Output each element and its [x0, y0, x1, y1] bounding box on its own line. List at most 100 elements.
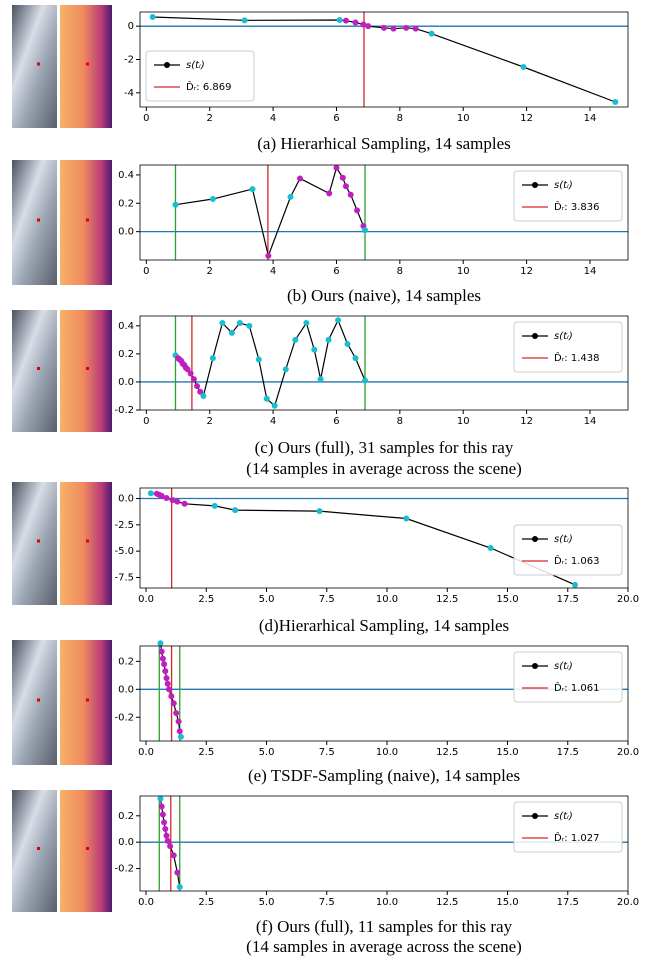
sample-point — [403, 24, 410, 31]
x-tick-label: 6 — [333, 266, 339, 277]
caption: (d)Hierarhical Sampling, 14 samples — [259, 616, 509, 635]
depth-thumbnail — [60, 640, 112, 765]
plot-area — [140, 488, 628, 588]
sample-point — [197, 388, 204, 395]
sample-point — [159, 655, 166, 662]
axes-frame — [139, 11, 629, 108]
sample-point — [232, 507, 239, 514]
x-tick-label: 5.0 — [259, 747, 275, 758]
legend-label: D̂ᵣ: 1.027 — [554, 831, 599, 844]
legend-swatch — [532, 663, 538, 669]
pixel-marker — [86, 847, 89, 850]
sample-point — [190, 376, 197, 383]
x-tick-label: 10 — [457, 113, 470, 124]
sample-point — [390, 25, 397, 32]
sample-point — [339, 174, 346, 181]
depth-thumbnail — [60, 790, 112, 912]
pixel-marker — [37, 367, 40, 370]
sample-point — [381, 24, 387, 31]
sample-point — [403, 515, 410, 522]
y-tick-label: 0.2 — [118, 811, 134, 822]
axes-frame — [139, 315, 629, 411]
y-tick-label: 0.0 — [118, 684, 134, 695]
sample-point — [157, 640, 164, 647]
legend-box — [513, 801, 623, 853]
sample-point — [161, 661, 168, 668]
sample-point — [149, 14, 156, 20]
sample-point — [412, 25, 419, 32]
sample-point — [520, 64, 527, 70]
x-tick-label: 20.0 — [617, 594, 639, 605]
pixel-marker — [37, 218, 40, 222]
sample-point — [236, 320, 243, 327]
y-tick-label: -4 — [124, 88, 134, 99]
sample-point — [170, 852, 177, 859]
x-tick-label: 2.5 — [198, 897, 214, 908]
plot-area — [140, 165, 628, 260]
x-tick-label: 4 — [270, 266, 276, 277]
x-tick-label: 4 — [270, 416, 276, 427]
sample-point — [219, 320, 226, 327]
x-tick-label: 15.0 — [496, 594, 518, 605]
y-tick-label: -0.2 — [114, 405, 134, 416]
sample-point — [175, 718, 182, 725]
x-tick-label: 20.0 — [617, 747, 639, 758]
legend-box — [145, 50, 255, 102]
sample-point — [211, 502, 218, 509]
y-tick-label: 0.0 — [118, 837, 134, 848]
sample-point — [365, 23, 372, 30]
pixel-marker — [86, 539, 89, 543]
x-tick-label: 14 — [584, 113, 597, 124]
x-tick-label: 12.5 — [436, 594, 458, 605]
x-tick-label: 4 — [270, 113, 276, 124]
x-tick-label: 17.5 — [557, 897, 579, 908]
sample-point — [326, 190, 333, 197]
depth-thumbnail — [60, 5, 112, 128]
x-tick-label: 12.5 — [436, 897, 458, 908]
sample-point — [147, 490, 154, 497]
sample-point — [352, 19, 359, 26]
sample-point — [164, 680, 171, 687]
pixel-marker — [86, 218, 89, 222]
pixel-marker — [37, 539, 40, 543]
sample-point — [170, 700, 177, 707]
x-tick-label: 10.0 — [376, 897, 398, 908]
legend-swatch — [532, 333, 538, 339]
x-tick-label: 5.0 — [259, 897, 275, 908]
rgb-thumbnail — [12, 790, 57, 912]
rgb-thumbnail — [12, 482, 57, 605]
y-tick-label: 0.4 — [118, 170, 134, 181]
sample-point — [342, 183, 349, 190]
caption: (e) TSDF-Sampling (naive), 14 samples — [248, 766, 520, 785]
sample-point — [159, 811, 166, 818]
sample-point — [169, 497, 176, 504]
y-tick-label: -2.5 — [114, 520, 134, 531]
x-tick-label: 15.0 — [496, 897, 518, 908]
sample-point — [428, 30, 435, 37]
sample-point — [167, 843, 174, 850]
x-tick-label: 0.0 — [138, 594, 154, 605]
x-tick-label: 14 — [584, 266, 597, 277]
pixel-marker — [86, 698, 89, 702]
depth-thumbnail — [60, 482, 112, 605]
x-tick-label: 6 — [333, 113, 339, 124]
sample-point — [265, 252, 272, 259]
caption: (f) Ours (full), 11 samples for this ray — [256, 917, 513, 936]
plot-area — [140, 316, 628, 410]
sample-point — [172, 201, 179, 208]
sample-point — [246, 322, 253, 329]
legend-label: D̂ᵣ: 1.061 — [554, 681, 599, 694]
x-tick-label: 12 — [520, 416, 533, 427]
sample-point — [209, 196, 216, 203]
sample-point — [162, 825, 169, 832]
sample-point — [316, 508, 323, 515]
x-tick-label: 14 — [584, 416, 597, 427]
series-line — [175, 166, 366, 258]
y-tick-label: -0.2 — [114, 712, 134, 723]
axes-frame — [139, 164, 629, 261]
sample-point — [249, 186, 256, 193]
sample-point — [347, 191, 354, 198]
x-tick-label: 10 — [457, 266, 470, 277]
y-tick-label: 0.4 — [118, 321, 134, 332]
axes-frame — [139, 645, 629, 742]
